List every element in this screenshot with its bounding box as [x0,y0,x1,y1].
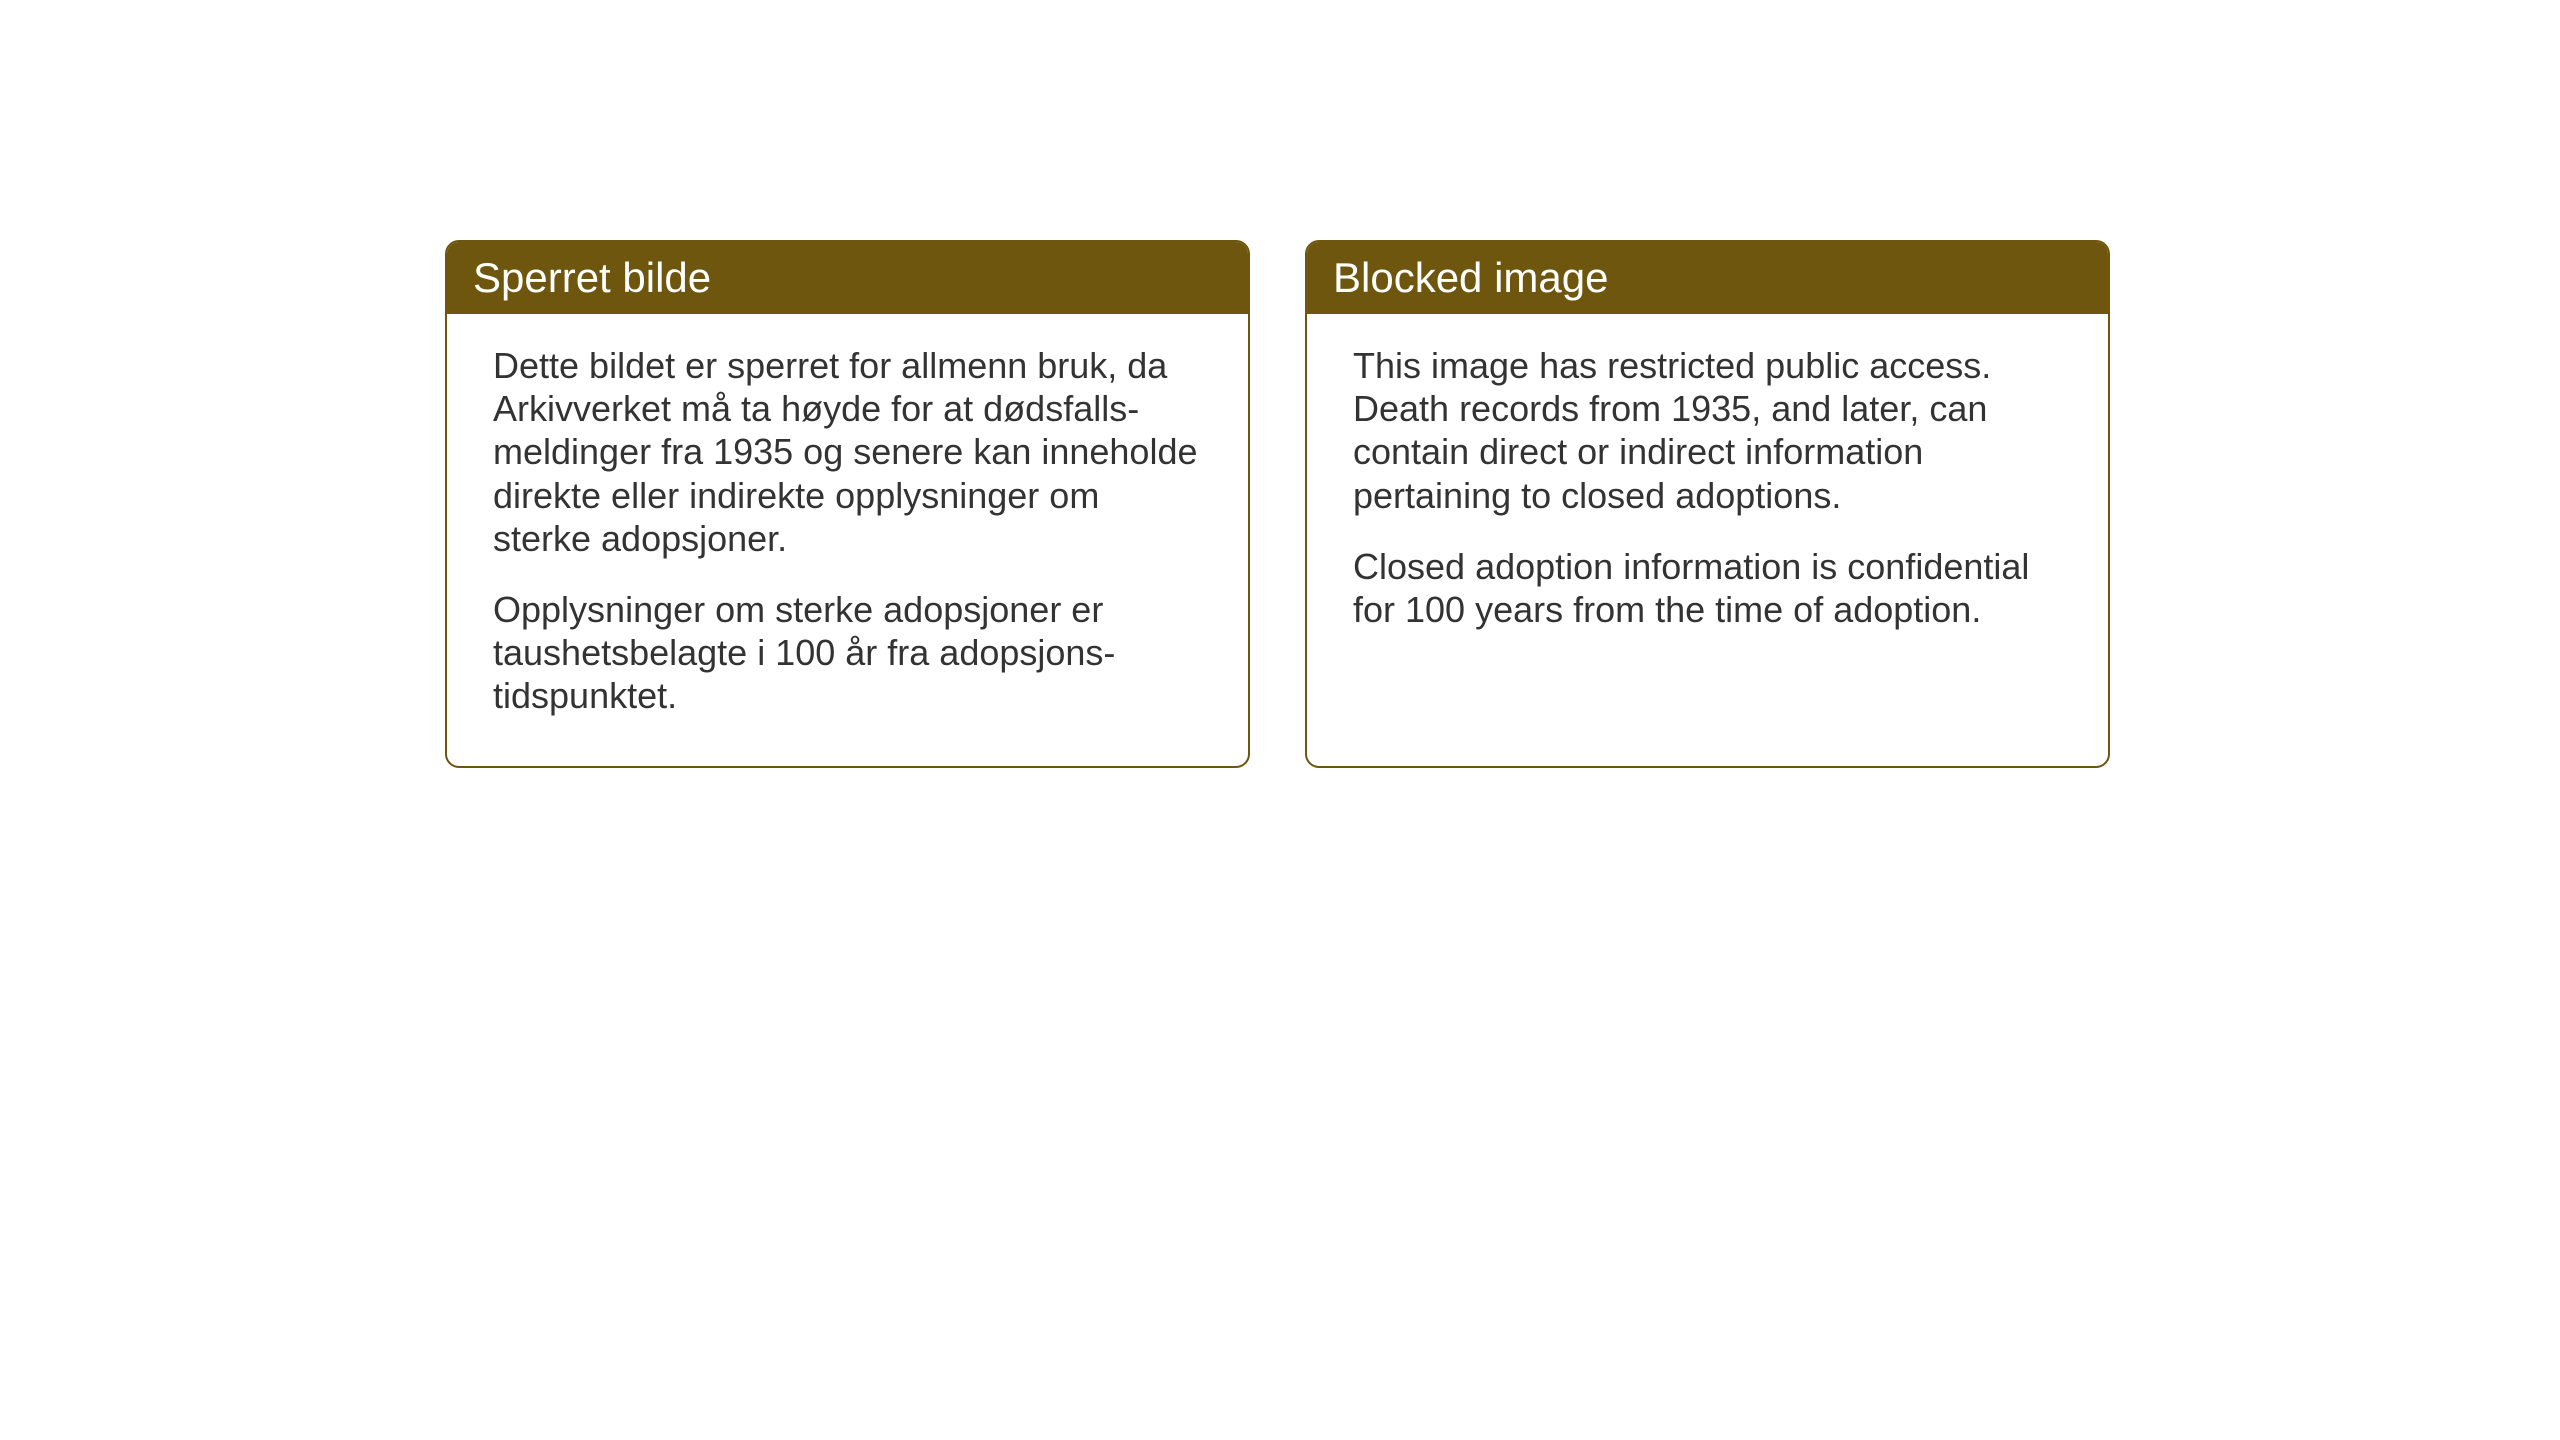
norwegian-paragraph-2: Opplysninger om sterke adopsjoner er tau… [493,588,1202,718]
english-card-body: This image has restricted public access.… [1307,314,2108,679]
norwegian-card-title: Sperret bilde [447,242,1248,314]
english-card-title: Blocked image [1307,242,2108,314]
english-paragraph-2: Closed adoption information is confident… [1353,545,2062,631]
english-paragraph-1: This image has restricted public access.… [1353,344,2062,517]
notice-container: Sperret bilde Dette bildet er sperret fo… [445,240,2110,768]
norwegian-paragraph-1: Dette bildet er sperret for allmenn bruk… [493,344,1202,560]
norwegian-card-body: Dette bildet er sperret for allmenn bruk… [447,314,1248,766]
english-notice-card: Blocked image This image has restricted … [1305,240,2110,768]
norwegian-notice-card: Sperret bilde Dette bildet er sperret fo… [445,240,1250,768]
